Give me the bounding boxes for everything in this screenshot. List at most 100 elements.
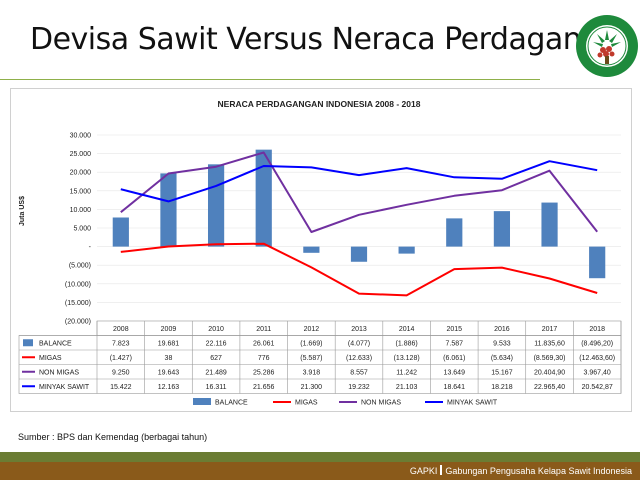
table-cell: (5.634) — [491, 355, 513, 362]
legend-label: NON MIGAS — [361, 400, 401, 407]
y-tick-label: (10.000) — [65, 281, 91, 288]
legend-label: MIGAS — [295, 400, 318, 407]
table-cell: 3.918 — [303, 369, 321, 376]
table-cell: 7.823 — [112, 340, 130, 347]
y-tick-label: 20.000 — [70, 170, 92, 177]
table-series-name: MIGAS — [39, 355, 62, 362]
table-series-name: NON MIGAS — [39, 369, 79, 376]
table-year-2008: 2008 — [113, 326, 129, 333]
trade-balance-chart: NERACA PERDAGANGAN INDONESIA 2008 - 2018… — [18, 99, 622, 407]
table-cell: (8.496,20) — [581, 340, 613, 347]
table-year-2014: 2014 — [399, 326, 415, 333]
footer-organization: Gabungan Pengusaha Kelapa Sawit Indonesi… — [445, 466, 632, 476]
line-non-migas — [120, 151, 598, 233]
table-cell: 20.542,87 — [582, 384, 613, 391]
bar-balance-2010 — [207, 164, 225, 247]
table-cell: 15.422 — [110, 384, 132, 391]
table-cell: (5.587) — [300, 355, 322, 362]
table-cell: (1.886) — [396, 340, 418, 347]
y-tick-label: 15.000 — [70, 188, 92, 195]
table-cell: 19.643 — [158, 369, 180, 376]
y-tick-label: (20.000) — [65, 319, 91, 326]
table-cell: 627 — [210, 355, 222, 362]
table-cell: 21.300 — [301, 384, 323, 391]
line-migas — [120, 242, 598, 297]
table-series-name: MINYAK SAWIT — [39, 384, 90, 391]
table-cell: 22.116 — [206, 340, 227, 347]
table-cell: 16.311 — [206, 384, 227, 391]
table-cell: 38 — [165, 355, 173, 362]
table-cell: 21.489 — [205, 369, 227, 376]
slide-title: Devisa Sawit Versus Neraca Perdagangan — [30, 22, 637, 57]
table-cell: 7.587 — [446, 340, 464, 347]
bar-balance-2009 — [160, 173, 177, 247]
source-note: Sumber : BPS dan Kemendag (berbagai tahu… — [18, 432, 208, 442]
bar-balance-2012 — [303, 246, 320, 253]
footer-separator — [440, 465, 443, 475]
table-series-name: BALANCE — [39, 340, 72, 347]
table-cell: 26.061 — [253, 340, 275, 347]
y-tick-label: 5.000 — [73, 226, 91, 233]
table-cell: 3.967,40 — [584, 369, 611, 376]
footer-band — [0, 452, 640, 462]
bar-balance-2015 — [446, 218, 463, 247]
table-cell: 11.835,60 — [534, 340, 565, 347]
table-cell: 19.681 — [158, 340, 180, 347]
legend-label: BALANCE — [215, 400, 248, 407]
table-cell: (1.427) — [110, 355, 132, 362]
table-year-2015: 2015 — [446, 326, 462, 333]
table-cell: (1.669) — [300, 340, 322, 347]
table-cell: (13.128) — [394, 355, 420, 362]
table-cell: 13.649 — [444, 369, 466, 376]
table-year-2009: 2009 — [161, 326, 177, 333]
legend-label: MINYAK SAWIT — [447, 400, 498, 407]
bar-balance-2011 — [255, 149, 272, 247]
y-axis-label: Juta US$ — [19, 196, 26, 226]
y-tick-label: (5.000) — [69, 263, 91, 270]
table-cell: 9.250 — [112, 369, 130, 376]
table-cell: 15.167 — [491, 369, 513, 376]
table-cell: 9.533 — [493, 340, 511, 347]
table-key-balance — [23, 339, 33, 347]
bar-balance-2008 — [112, 217, 129, 247]
y-tick-label: (15.000) — [65, 300, 91, 307]
y-tick-label: 10.000 — [70, 207, 92, 214]
footer-bar — [0, 462, 640, 480]
table-cell: (8.569,30) — [534, 355, 566, 362]
table-cell: 18.641 — [444, 384, 466, 391]
table-year-2017: 2017 — [542, 326, 558, 333]
table-year-2012: 2012 — [304, 326, 320, 333]
table-cell: 11.242 — [396, 369, 417, 376]
table-cell: 18.218 — [491, 384, 513, 391]
table-year-2018: 2018 — [589, 326, 605, 333]
y-tick-label: - — [89, 244, 92, 251]
bar-balance-2013 — [350, 246, 368, 262]
legend-key-balance — [193, 398, 211, 405]
bar-balance-2018 — [589, 246, 606, 279]
line-minyak-sawit — [120, 160, 598, 203]
gapki-logo-icon — [576, 15, 638, 77]
chart-title: NERACA PERDAGANGAN INDONESIA 2008 - 2018 — [218, 99, 421, 109]
table-cell: 8.557 — [350, 369, 368, 376]
chart-frame: NERACA PERDAGANGAN INDONESIA 2008 - 2018… — [10, 88, 632, 412]
table-cell: 21.656 — [253, 384, 275, 391]
title-divider — [0, 79, 540, 80]
table-cell: (6.061) — [443, 355, 465, 362]
footer-text: GAPKI Gabungan Pengusaha Kelapa Sawit Ind… — [410, 465, 632, 476]
table-year-2011: 2011 — [256, 326, 271, 333]
table-cell: (12.463,60) — [579, 355, 615, 362]
table-year-2010: 2010 — [208, 326, 224, 333]
table-cell: 20.404,90 — [534, 369, 565, 376]
y-tick-label: 30.000 — [70, 133, 92, 140]
table-cell: (4.077) — [348, 340, 370, 347]
table-cell: 776 — [258, 355, 270, 362]
table-cell: 19.232 — [348, 384, 370, 391]
table-cell: 12.163 — [158, 384, 180, 391]
y-tick-label: 25.000 — [70, 151, 92, 158]
bar-balance-2017 — [541, 202, 558, 247]
table-cell: (12.633) — [346, 355, 372, 362]
table-cell: 22.965,40 — [534, 384, 565, 391]
bar-balance-2014 — [398, 246, 415, 254]
table-cell: 21.103 — [396, 384, 418, 391]
bar-balance-2016 — [493, 211, 511, 247]
